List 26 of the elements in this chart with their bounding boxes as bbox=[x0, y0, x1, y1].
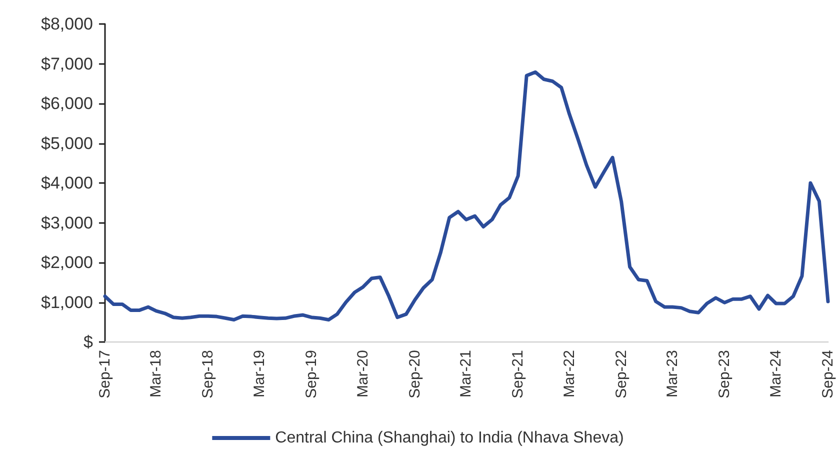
y-tick-label: $ bbox=[84, 332, 94, 352]
x-tick-label: Mar-18 bbox=[148, 350, 165, 398]
y-tick-label: $8,000 bbox=[41, 14, 93, 34]
x-tick-label: Sep-24 bbox=[820, 350, 836, 398]
legend-label: Central China (Shanghai) to India (Nhava Sheva) bbox=[275, 430, 624, 446]
x-tick-label: Sep-21 bbox=[510, 350, 527, 398]
y-tick-label: $5,000 bbox=[41, 134, 93, 153]
x-tick-label: Sep-20 bbox=[406, 350, 424, 398]
x-tick-label: Sep-19 bbox=[302, 350, 320, 398]
x-tick-label: Sep-18 bbox=[200, 350, 217, 398]
y-tick-label: $2,000 bbox=[41, 253, 93, 272]
x-tick-label: Sep-23 bbox=[716, 350, 734, 398]
x-tick-label: Sep-22 bbox=[612, 350, 630, 398]
y-tick-label: $4,000 bbox=[41, 174, 93, 192]
y-tick-label: $7,000 bbox=[41, 54, 93, 74]
line-series bbox=[103, 70, 830, 322]
x-tick-label: Mar-19 bbox=[250, 350, 268, 398]
x-tick-label: Mar-24 bbox=[767, 350, 784, 398]
x-tick-label: Sep-17 bbox=[96, 350, 114, 398]
y-tick-label: $6,000 bbox=[41, 94, 93, 113]
x-tick-label: Mar-21 bbox=[458, 350, 475, 398]
x-tick-label: Mar-22 bbox=[560, 350, 578, 398]
y-tick-label: $3,000 bbox=[41, 213, 93, 232]
y-tick-label: $1,000 bbox=[41, 292, 93, 312]
x-tick-label: Mar-23 bbox=[664, 350, 681, 398]
x-tick-label: Mar-20 bbox=[354, 350, 372, 398]
